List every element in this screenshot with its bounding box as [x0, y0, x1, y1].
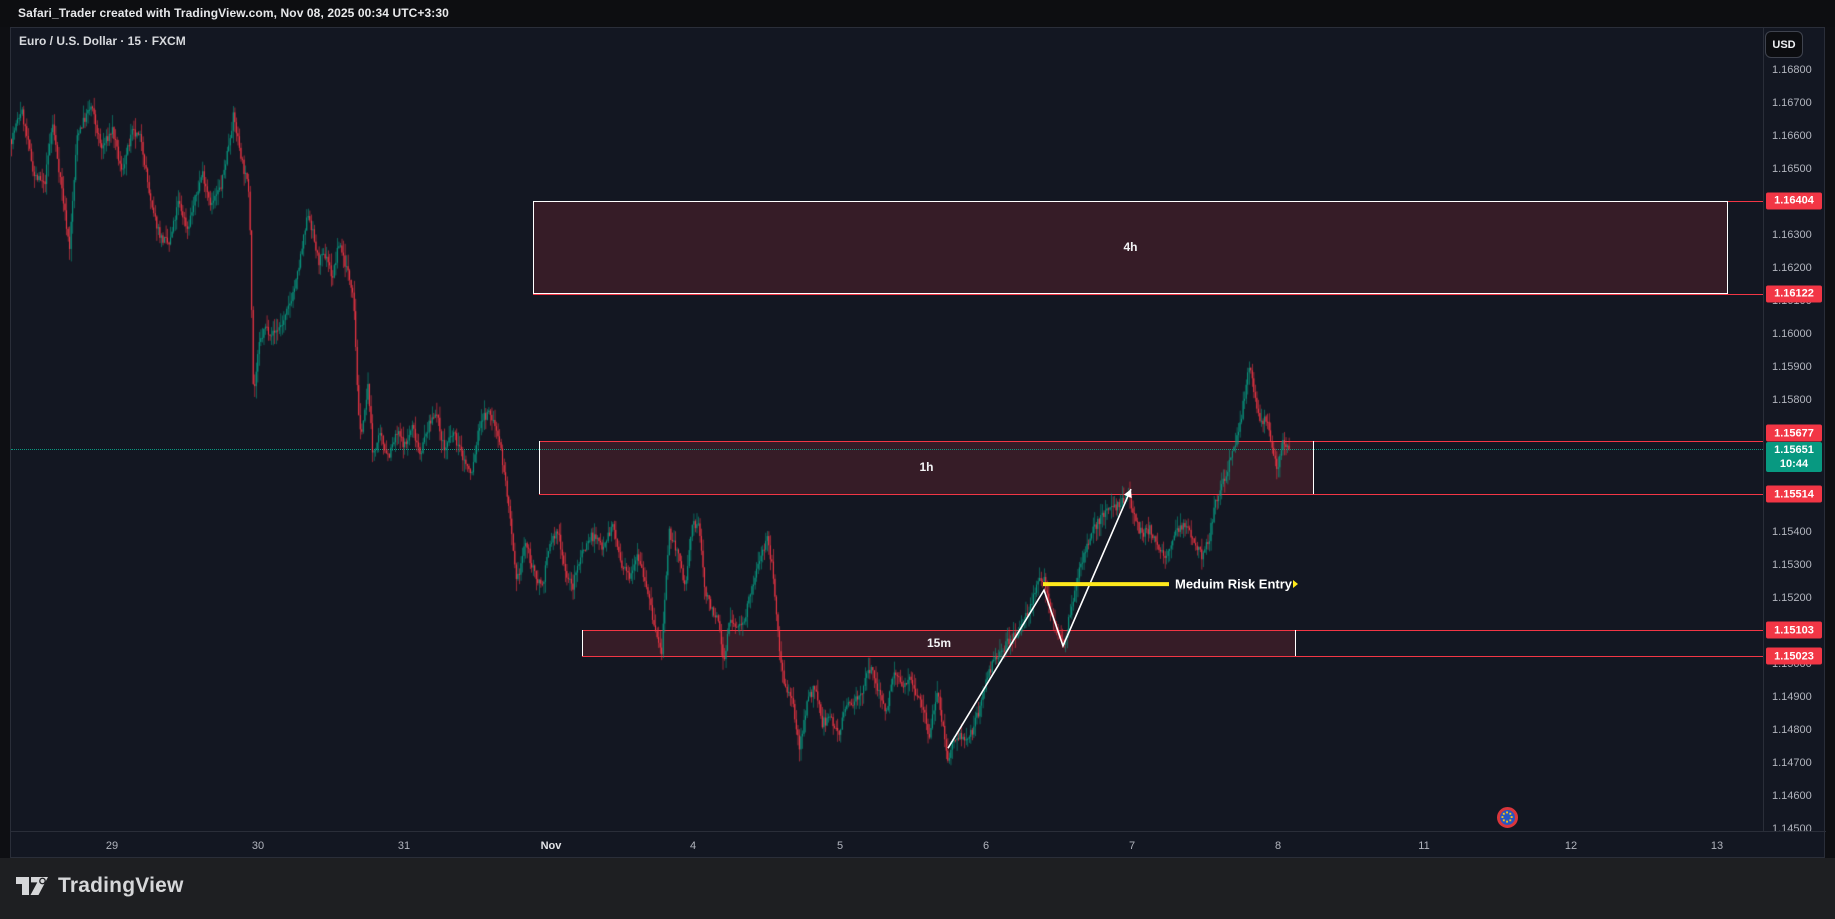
attribution-bar: Safari_Trader created with TradingView.c…	[0, 0, 1835, 27]
candlestick-canvas[interactable]	[11, 28, 1763, 831]
footer-bar: TradingView	[0, 858, 1835, 919]
price-level-label: 1.15103	[1766, 621, 1822, 639]
price-grid-label: 1.16500	[1772, 163, 1812, 175]
entry-line-marker-icon	[1293, 580, 1298, 589]
price-grid-label: 1.14500	[1772, 823, 1812, 835]
price-grid-label: 1.16200	[1772, 262, 1812, 274]
price-grid-label: 1.15900	[1772, 361, 1812, 373]
tradingview-logo-text: TradingView	[58, 874, 184, 897]
time-axis-label: 7	[1128, 839, 1136, 852]
last-price-label: 1.15651 10:44	[1766, 442, 1822, 473]
time-axis-label: 12	[1564, 839, 1578, 852]
drawings-overlay	[947, 488, 1169, 749]
price-grid-label: 1.15200	[1772, 592, 1812, 604]
attribution-text: Safari_Trader created with TradingView.c…	[18, 6, 449, 20]
price-grid-label: 1.14800	[1772, 724, 1812, 736]
currency-button[interactable]: USD	[1765, 31, 1803, 58]
price-level-label: 1.16122	[1766, 285, 1822, 303]
price-level-label: 1.15514	[1766, 485, 1822, 503]
price-grid-label: 1.15400	[1772, 526, 1812, 538]
tradingview-logo[interactable]: TradingView	[15, 874, 184, 898]
time-axis-label: 4	[689, 839, 697, 852]
eu-flag-event-icon[interactable]	[1497, 807, 1518, 828]
trend-arrowhead-icon	[1123, 489, 1132, 499]
time-axis-label: 5	[836, 839, 844, 852]
last-price-value: 1.15651	[1774, 444, 1814, 457]
price-grid-label: 1.16600	[1772, 130, 1812, 142]
chart-card: Euro / U.S. Dollar · 15 · FXCM USD 4h1h1…	[10, 27, 1826, 859]
price-grid-label: 1.16700	[1772, 97, 1812, 109]
time-axis-label: 29	[105, 839, 119, 852]
price-level-label: 1.16404	[1766, 192, 1822, 210]
price-grid-label: 1.15300	[1772, 559, 1812, 571]
bar-countdown: 10:44	[1779, 458, 1809, 471]
time-axis-label: 8	[1274, 839, 1282, 852]
time-axis[interactable]: 29 30 31 Nov 4 5 6 7 8 11 12 13	[11, 831, 1826, 859]
eu-flag-stars	[1501, 811, 1513, 823]
price-grid-label: 1.15800	[1772, 394, 1812, 406]
price-grid-label: 1.14700	[1772, 757, 1812, 769]
price-grid-label: 1.14600	[1772, 790, 1812, 802]
price-level-label: 1.15023	[1766, 647, 1822, 665]
time-axis-label: 31	[397, 839, 411, 852]
price-grid-label: 1.16800	[1772, 64, 1812, 76]
symbol-title: Euro / U.S. Dollar · 15 · FXCM	[19, 34, 186, 48]
tradingview-logo-icon	[16, 877, 48, 895]
time-axis-label: 6	[982, 839, 990, 852]
price-grid-label: 1.16300	[1772, 229, 1812, 241]
time-axis-label: 11	[1418, 839, 1430, 852]
trend-arrow-line[interactable]	[947, 488, 1132, 749]
price-grid-label: 1.16000	[1772, 328, 1812, 340]
price-axis[interactable]: 1.16800 1.16700 1.16600 1.16500 1.16300 1.162…	[1763, 28, 1826, 835]
price-level-label: 1.15677	[1766, 424, 1822, 442]
price-grid-label: 1.14900	[1772, 691, 1812, 703]
time-axis-label: 13	[1710, 839, 1724, 852]
entry-line-label[interactable]: Meduim Risk Entry	[1175, 576, 1293, 592]
time-axis-label: Nov	[540, 839, 562, 852]
chart-pane[interactable]: 4h1h15mMeduim Risk Entry	[11, 28, 1763, 831]
time-axis-label: 30	[251, 839, 265, 852]
